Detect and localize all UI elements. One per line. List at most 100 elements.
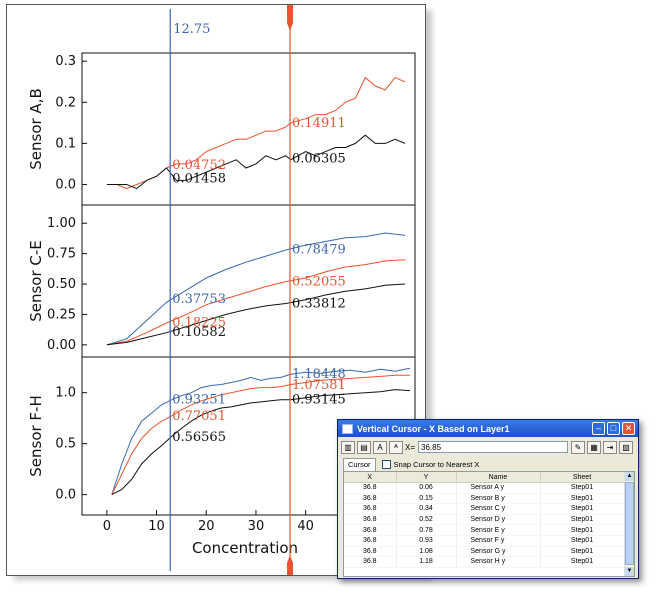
table-row[interactable]: 36.8 0.52 Sensor D y Step01 [344, 514, 625, 526]
table-cell: Sensor G y [456, 546, 541, 558]
table-cell: Sensor D y [456, 514, 541, 526]
col-header-sheet[interactable]: Sheet [540, 472, 625, 483]
scroll-thumb[interactable] [625, 482, 634, 565]
y-tick-label: 0.0 [55, 488, 76, 503]
table-row[interactable]: 36.8 0.93 Sensor F y Step01 [344, 535, 625, 547]
x-tick-label: 20 [198, 519, 215, 534]
cursor-value-label: 0.78479 [292, 242, 346, 257]
series-line [106, 283, 406, 346]
x-tick-label: 0 [103, 519, 111, 534]
table-icon[interactable]: ▦ [587, 440, 601, 454]
table-row[interactable]: 36.8 1.08 Sensor G y Step01 [344, 546, 625, 558]
table-cell: Sensor F y [456, 535, 541, 547]
y-tick-label: 0.0 [55, 177, 76, 192]
series-line [111, 367, 411, 495]
x-axis-label: Concentration [192, 539, 298, 557]
scroll-down-icon[interactable]: ▼ [625, 567, 634, 576]
series-line [106, 259, 406, 346]
y-tick-label: 0.25 [47, 307, 76, 322]
y-tick-label: 0.50 [47, 277, 76, 292]
col-header-name[interactable]: Name [456, 472, 541, 483]
series-line [106, 76, 406, 190]
snap-label: Snap Cursor to Nearest X [393, 459, 480, 469]
col-header-y[interactable]: Y [396, 472, 457, 483]
graph-icon[interactable]: ▥ [341, 440, 355, 454]
y-tick-label: 0.1 [55, 136, 76, 151]
data-icon[interactable]: ▤ [357, 440, 371, 454]
snap-checkbox[interactable] [381, 459, 391, 469]
table-cell: Step01 [540, 556, 625, 568]
cursor-value-label: 0.37753 [172, 292, 226, 307]
y-tick-label: 0.5 [55, 437, 76, 452]
table-cell: 1.18 [396, 556, 457, 568]
close-button[interactable]: ✕ [622, 422, 635, 435]
table-row[interactable]: 36.8 1.18 Sensor H y Step01 [344, 556, 625, 568]
y-axis-label: Sensor C-E [27, 240, 45, 322]
table-cell: Step01 [540, 493, 625, 505]
minimize-button[interactable]: – [592, 422, 605, 435]
pick-icon[interactable]: ✎ [571, 440, 585, 454]
tab-cursor[interactable]: Cursor [343, 457, 376, 471]
dialog-tabs: Cursor Snap Cursor to Nearest X [343, 457, 480, 471]
dialog-toolbar: ▥ ▤ A ᴬ X= ✎ ▦ ⇥ ▨ [341, 439, 635, 455]
dialog-titlebar[interactable]: Vertical Cursor - X Based on Layer1 [338, 420, 638, 437]
cursor-value-label: 0.77051 [172, 409, 226, 424]
table-row[interactable]: 36.8 0.78 Sensor E y Step01 [344, 524, 625, 536]
cursor-handle-bottom-icon[interactable] [287, 555, 294, 575]
cursor-value-label: 0.14911 [292, 116, 346, 131]
cursor-value-label: 0.10582 [172, 325, 226, 340]
table-row[interactable]: 36.8 0.06 Sensor A y Step01 [344, 482, 625, 494]
table-cell: 36.8 [344, 503, 397, 515]
table-cell: Step01 [540, 503, 625, 515]
table-cell: Step01 [540, 546, 625, 558]
window-icon [342, 423, 353, 434]
y-tick-label: 1.0 [55, 386, 76, 401]
cursor-value-label: 0.04752 [172, 158, 226, 173]
table-cell: 0.93 [396, 535, 457, 547]
snap-checkbox-row[interactable]: Snap Cursor to Nearest X [381, 459, 480, 469]
table-cell: 36.8 [344, 514, 397, 526]
table-cell: 0.15 [396, 493, 457, 505]
cursor-value-label: 0.01458 [172, 171, 226, 186]
font-icon[interactable]: A [373, 440, 387, 454]
maximize-button[interactable]: □ [607, 422, 620, 435]
table-row[interactable]: 36.8 0.34 Sensor C y Step01 [344, 503, 625, 515]
table-cell: Step01 [540, 482, 625, 494]
table-cell: Step01 [540, 535, 625, 547]
scroll-up-icon[interactable]: ▲ [625, 472, 634, 481]
cursor-value-label: 0.93251 [172, 393, 226, 408]
chart-icon[interactable]: ▨ [619, 440, 633, 454]
y-tick-label: 0.00 [47, 338, 76, 353]
cursor-value-label: 0.33812 [292, 297, 346, 312]
table-cell: 1.08 [396, 546, 457, 558]
x-tick-label: 30 [248, 519, 265, 534]
series-line [111, 389, 411, 496]
y-tick-label: 0.75 [47, 247, 76, 262]
series-line [106, 134, 406, 190]
export-icon[interactable]: ⇥ [603, 440, 617, 454]
y-tick-label: 0.2 [55, 95, 76, 110]
table-cell: 36.8 [344, 546, 397, 558]
table-cell: Sensor C y [456, 503, 541, 515]
x-tick-label: 40 [297, 519, 314, 534]
table-cell: 0.34 [396, 503, 457, 515]
col-header-x[interactable]: X [344, 472, 397, 483]
table-row[interactable]: 36.8 0.15 Sensor B y Step01 [344, 493, 625, 505]
cursor-value-label: 0.56565 [172, 430, 226, 445]
y-axis-label: Sensor A,B [27, 88, 45, 170]
cursor-value-label: 0.52055 [292, 275, 346, 290]
vertical-scrollbar[interactable]: ▲ ▼ [624, 472, 634, 576]
cursor-handle-top-icon[interactable] [287, 5, 294, 31]
table-cell: Sensor B y [456, 493, 541, 505]
font-size-icon[interactable]: ᴬ [389, 440, 403, 454]
table-cell: Step01 [540, 524, 625, 536]
vertical-cursor-dialog[interactable]: Vertical Cursor - X Based on Layer1 – □ … [337, 419, 639, 579]
cursor-value-label: 1.07581 [292, 378, 346, 393]
cursor-table[interactable]: X Y Name Sheet 36.8 0.06 Sensor A y Step01 3… [343, 471, 635, 577]
series-line [106, 232, 406, 346]
x-value-input[interactable] [418, 441, 568, 453]
table-cell: Sensor E y [456, 524, 541, 536]
cursor-value-label: 0.93145 [292, 393, 346, 408]
x-tick-label: 10 [148, 519, 165, 534]
